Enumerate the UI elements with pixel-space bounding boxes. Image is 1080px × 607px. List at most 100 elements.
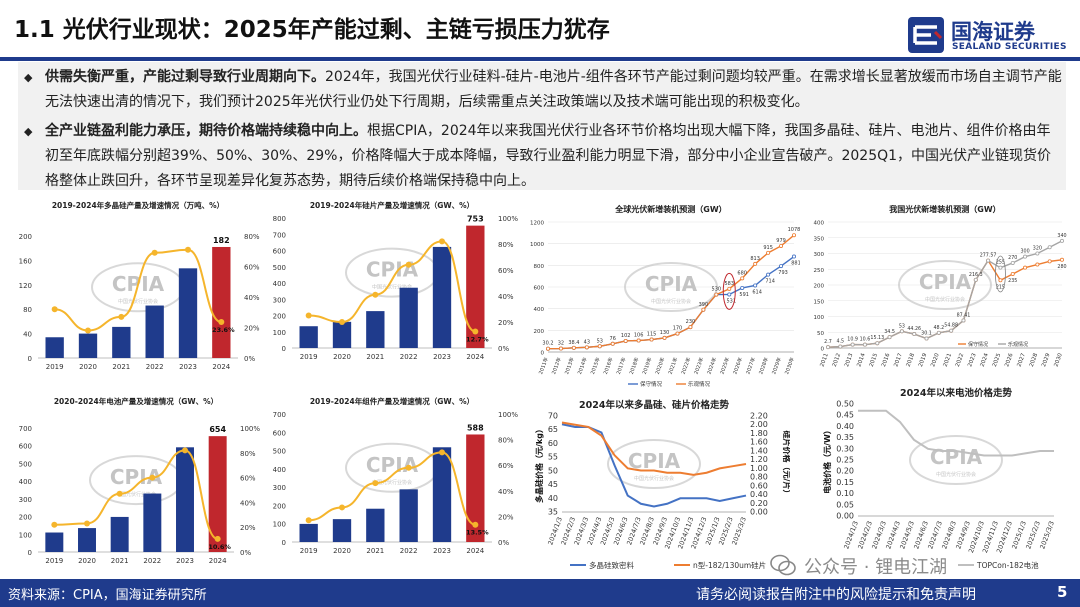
growth-point bbox=[149, 474, 156, 481]
y-tick-label: 400 bbox=[273, 466, 286, 474]
x-tick-label: 2028 bbox=[1029, 352, 1040, 368]
bar bbox=[466, 434, 485, 542]
x-tick-label: 2020 bbox=[79, 363, 97, 371]
series-point bbox=[584, 345, 589, 350]
y-tick-label: 200 bbox=[273, 502, 286, 510]
growth-point bbox=[116, 490, 123, 497]
series-point bbox=[912, 332, 917, 337]
x-tick-label: 2022 bbox=[400, 547, 418, 555]
legend-label: TOPCon-182电池 bbox=[976, 560, 1039, 570]
series-point bbox=[701, 307, 706, 312]
data-label: 915 bbox=[763, 245, 773, 251]
data-label: 255 bbox=[996, 260, 1005, 266]
y-tick-label: 250 bbox=[814, 268, 825, 274]
y2-tick-label: 0.00 bbox=[750, 508, 768, 517]
data-label: 76 bbox=[610, 336, 616, 342]
series-point bbox=[1047, 245, 1052, 250]
data-label: 1078 bbox=[788, 227, 800, 233]
y-tick-label: 0 bbox=[282, 539, 286, 547]
x-tick-label: 2015 bbox=[869, 352, 880, 368]
growth-point bbox=[439, 449, 445, 456]
data-label: 531 bbox=[726, 298, 736, 304]
data-label: 813 bbox=[750, 256, 760, 262]
data-label: 614 bbox=[752, 289, 762, 295]
x-tick-label: 2023 bbox=[433, 547, 451, 555]
y-tick-label: 0.20 bbox=[836, 467, 854, 476]
y2-tick-label: 40% bbox=[498, 488, 514, 496]
y2-tick-label: 80% bbox=[244, 233, 260, 241]
growth-point bbox=[218, 319, 225, 326]
legend-label: 多晶硅致密料 bbox=[589, 560, 634, 570]
bar bbox=[299, 326, 318, 348]
x-tick-label: 2017 bbox=[893, 352, 904, 368]
y-tick-label: 700 bbox=[273, 231, 286, 239]
watermark-subtext: 中国光伏行业协会 bbox=[116, 491, 156, 498]
bullet-1-text: 2024年，我国光伏行业硅料-硅片-电池片-组件各环节产能过剩问题均较严重。在需… bbox=[45, 69, 1062, 110]
y2-tick-label: 60% bbox=[498, 462, 514, 470]
y-tick-label: 0 bbox=[28, 549, 32, 557]
y-tick-label: 100 bbox=[273, 521, 286, 529]
x-tick-label: 2024 bbox=[209, 557, 227, 565]
x-tick-label: 2020 bbox=[78, 557, 96, 565]
x-tick-label: 2021 bbox=[111, 557, 129, 565]
series-point bbox=[675, 331, 680, 336]
y-tick-label: 200 bbox=[19, 233, 32, 241]
y2-tick-label: 2.20 bbox=[750, 412, 768, 421]
data-label: 30.2 bbox=[542, 341, 553, 347]
growth-point bbox=[372, 291, 379, 298]
y-tick-label: 200 bbox=[273, 313, 286, 321]
series-point bbox=[936, 330, 941, 335]
data-label: 591 bbox=[739, 292, 749, 298]
data-label: 530 bbox=[712, 287, 722, 293]
y2-tick-label: 80% bbox=[240, 450, 256, 458]
data-label: 106 bbox=[634, 333, 644, 339]
data-label: 270 bbox=[1008, 255, 1017, 261]
watermark-ring bbox=[909, 435, 1003, 485]
x-tick-label: 2020 bbox=[333, 547, 351, 555]
growth-point bbox=[405, 261, 412, 268]
bar-value-label: 588 bbox=[467, 423, 484, 432]
y2-tick-label: 0.20 bbox=[750, 499, 768, 508]
series-point bbox=[571, 345, 576, 350]
y-tick-label: 500 bbox=[19, 460, 32, 468]
y-tick-label: 70 bbox=[548, 412, 558, 421]
y-tick-label: 400 bbox=[814, 221, 825, 227]
series-point bbox=[1023, 254, 1028, 259]
y-tick-label: 80 bbox=[23, 306, 32, 314]
series-point bbox=[1035, 251, 1040, 256]
series-point bbox=[649, 337, 654, 342]
summary-box: ◆ 供需失衡严重，产能过剩导致行业周期向下。2024年，我国光伏行业硅料-硅片-… bbox=[18, 62, 1066, 190]
y2-tick-label: 40% bbox=[244, 294, 260, 302]
watermark-subtext: 中国光伏行业协会 bbox=[925, 296, 965, 303]
title-rule bbox=[0, 57, 1080, 61]
watermark-subtext: 中国光伏行业协会 bbox=[634, 475, 674, 482]
data-label: 583 bbox=[724, 281, 734, 287]
series-point bbox=[862, 342, 867, 347]
y2-tick-label: 1.00 bbox=[750, 464, 768, 473]
y-tick-label: 0.15 bbox=[836, 478, 854, 487]
data-label: 300 bbox=[1020, 249, 1029, 255]
series-point bbox=[662, 335, 667, 340]
y-tick-label: 0.05 bbox=[836, 500, 854, 509]
x-tick-label: 2021 bbox=[366, 547, 384, 555]
x-tick-label: 2030 bbox=[1053, 352, 1064, 368]
page-number: 5 bbox=[1057, 583, 1068, 601]
data-label: 115 bbox=[647, 332, 657, 338]
bar bbox=[78, 528, 96, 552]
x-tick-label: 2023年 bbox=[693, 356, 706, 375]
wechat-account-text: 公众号 · 锂电江湖 bbox=[804, 557, 948, 578]
y2-tick-label: 0.40 bbox=[750, 490, 768, 499]
series-point bbox=[740, 276, 745, 281]
bar bbox=[145, 305, 164, 358]
y-axis-label: 多晶硅价格（元/kg） bbox=[534, 425, 544, 503]
growth-point bbox=[305, 517, 312, 524]
data-label: 320 bbox=[1033, 246, 1042, 252]
data-label: 979 bbox=[776, 238, 786, 244]
growth-value-label: 12.7% bbox=[466, 335, 489, 343]
bullet-2-lead: 全产业链盈利能力承压，期待价格端持续稳中向上。 bbox=[45, 123, 367, 139]
bar bbox=[332, 519, 352, 542]
y2-tick-label: 0.80 bbox=[750, 473, 768, 482]
chart-polysilicon: 2019-2024年多晶硅产量及增速情况（万吨、%） 0 40 80 120 160 200… bbox=[8, 196, 270, 388]
series-point bbox=[636, 338, 641, 343]
